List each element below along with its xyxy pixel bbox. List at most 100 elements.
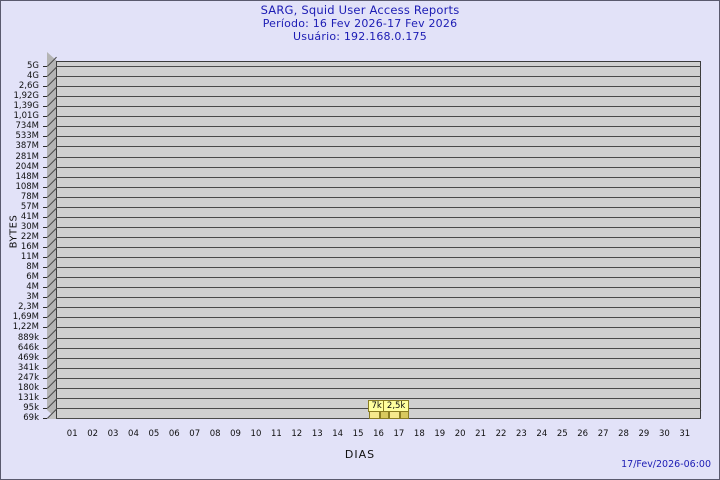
- y-axis-tick: [43, 337, 47, 339]
- y-axis-tick: [43, 76, 47, 78]
- grid-line: [56, 196, 701, 198]
- y-axis-tick-label: 131k: [17, 392, 39, 403]
- y-axis-tick: [43, 277, 47, 279]
- grid-line: [56, 236, 701, 238]
- x-axis-tick-label: 10: [250, 429, 262, 439]
- y-axis-tick-label: 16M: [20, 242, 39, 253]
- y-axis-tick: [43, 287, 47, 289]
- y-axis-tick-label: 2,3M: [18, 302, 39, 313]
- y-axis-tick: [43, 307, 47, 309]
- grid-line: [56, 226, 701, 228]
- y-axis-tick-label: 22M: [20, 231, 39, 242]
- grid-line: [56, 116, 701, 118]
- y-axis-tick-label: 1,01G: [13, 111, 39, 122]
- y-axis-tick: [43, 196, 47, 198]
- x-axis-tick-label: 05: [148, 429, 160, 439]
- x-axis-title: DIAS: [344, 448, 376, 461]
- x-axis-tick-label: 19: [434, 429, 446, 439]
- x-axis-tick-label: 09: [230, 429, 241, 439]
- grid-line: [56, 186, 701, 188]
- y-axis-tick-label: 57M: [20, 201, 39, 212]
- y-axis-tick-label: 387M: [15, 141, 39, 152]
- bar[interactable]: [368, 411, 380, 419]
- grid-line: [56, 287, 701, 289]
- y-axis-tick: [43, 387, 47, 389]
- y-axis-tick-label: 78M: [20, 191, 39, 202]
- x-axis-tick-label: 07: [189, 429, 201, 439]
- y-axis-tick: [43, 96, 47, 98]
- y-axis-tick-label: 41M: [20, 211, 39, 222]
- y-axis-tick-label: 1,92G: [13, 91, 39, 102]
- x-axis-tick-label: 31: [679, 429, 691, 439]
- grid-line: [56, 267, 701, 269]
- y-axis-tick-label: 108M: [15, 181, 39, 192]
- y-axis-tick: [43, 116, 47, 118]
- grid-line: [56, 126, 701, 128]
- grid-line: [56, 327, 701, 329]
- x-axis-tick-label: 22: [495, 429, 507, 439]
- y-axis-tick: [43, 377, 47, 379]
- grid-line: [56, 357, 701, 359]
- y-axis-tick: [43, 216, 47, 218]
- y-axis-tick: [43, 407, 47, 409]
- y-axis-tick-label: 148M: [15, 171, 39, 182]
- y-axis-tick-label: 1,39G: [13, 101, 39, 112]
- grid-line: [56, 96, 701, 98]
- y-axis-tick: [43, 247, 47, 249]
- grid-line: [56, 387, 701, 389]
- grid-line: [56, 277, 701, 279]
- generated-timestamp: 17/Fev/2026-06:00: [621, 459, 711, 470]
- y-axis-tick: [43, 297, 47, 299]
- y-axis-tick: [43, 206, 47, 208]
- y-axis-tick: [43, 176, 47, 178]
- x-axis-tick-label: 20: [454, 429, 466, 439]
- y-axis-tick-label: 4G: [27, 71, 39, 82]
- y-axis-tick: [43, 267, 47, 269]
- y-axis-tick: [43, 327, 47, 329]
- y-axis-tick-label: 2,6G: [18, 81, 39, 92]
- x-axis-tick-label: 14: [332, 429, 344, 439]
- x-axis-tick-label: 23: [516, 429, 527, 439]
- y-axis-tick: [43, 418, 47, 419]
- y-axis-tick-label: 247k: [17, 372, 39, 383]
- page-title: SARG, Squid User Access Reports: [260, 3, 460, 17]
- y-axis-tick-label: 3M: [26, 292, 39, 303]
- grid-line: [56, 247, 701, 249]
- grid-line: [56, 367, 701, 369]
- x-axis-tick-label: 17: [393, 429, 405, 439]
- grid-line: [56, 106, 701, 108]
- x-axis-tick-label: 27: [597, 429, 609, 439]
- y-axis-tick-label: 4M: [26, 282, 39, 293]
- grid-line: [56, 257, 701, 259]
- grid-line: [56, 86, 701, 88]
- grid-line: [56, 146, 701, 148]
- x-axis-tick-label: 16: [373, 429, 384, 439]
- y-axis-tick-label: 8M: [26, 262, 39, 273]
- grid-line: [56, 206, 701, 208]
- grid-line: [56, 166, 701, 168]
- grid-line: [56, 397, 701, 399]
- y-axis-tick: [43, 367, 47, 369]
- grid-line: [56, 377, 701, 379]
- x-axis-tick-label: 26: [577, 429, 589, 439]
- y-axis-tick-label: 30M: [20, 221, 39, 232]
- x-axis-tick-label: 13: [311, 429, 323, 439]
- y-axis-tick-label: 1,69M: [12, 312, 39, 323]
- x-axis-tick-label: 21: [475, 429, 486, 439]
- x-axis-tick-label: 29: [638, 429, 650, 439]
- y-axis-tick: [43, 236, 47, 238]
- x-axis-tick-label: 08: [209, 429, 221, 439]
- grid-line: [56, 347, 701, 349]
- y-axis-tick-label: 204M: [15, 161, 39, 172]
- y-axis-tick: [43, 257, 47, 259]
- grid-line: [56, 337, 701, 339]
- bar[interactable]: [388, 411, 400, 419]
- grid-line: [56, 136, 701, 138]
- y-axis-tick: [43, 397, 47, 399]
- plot-side-face: [47, 52, 57, 419]
- plot-area: [47, 52, 710, 428]
- y-axis-tick-label: 646k: [17, 342, 39, 353]
- report-user: Usuário: 192.168.0.175: [293, 30, 427, 43]
- y-axis-tick-label: 5G: [27, 61, 39, 71]
